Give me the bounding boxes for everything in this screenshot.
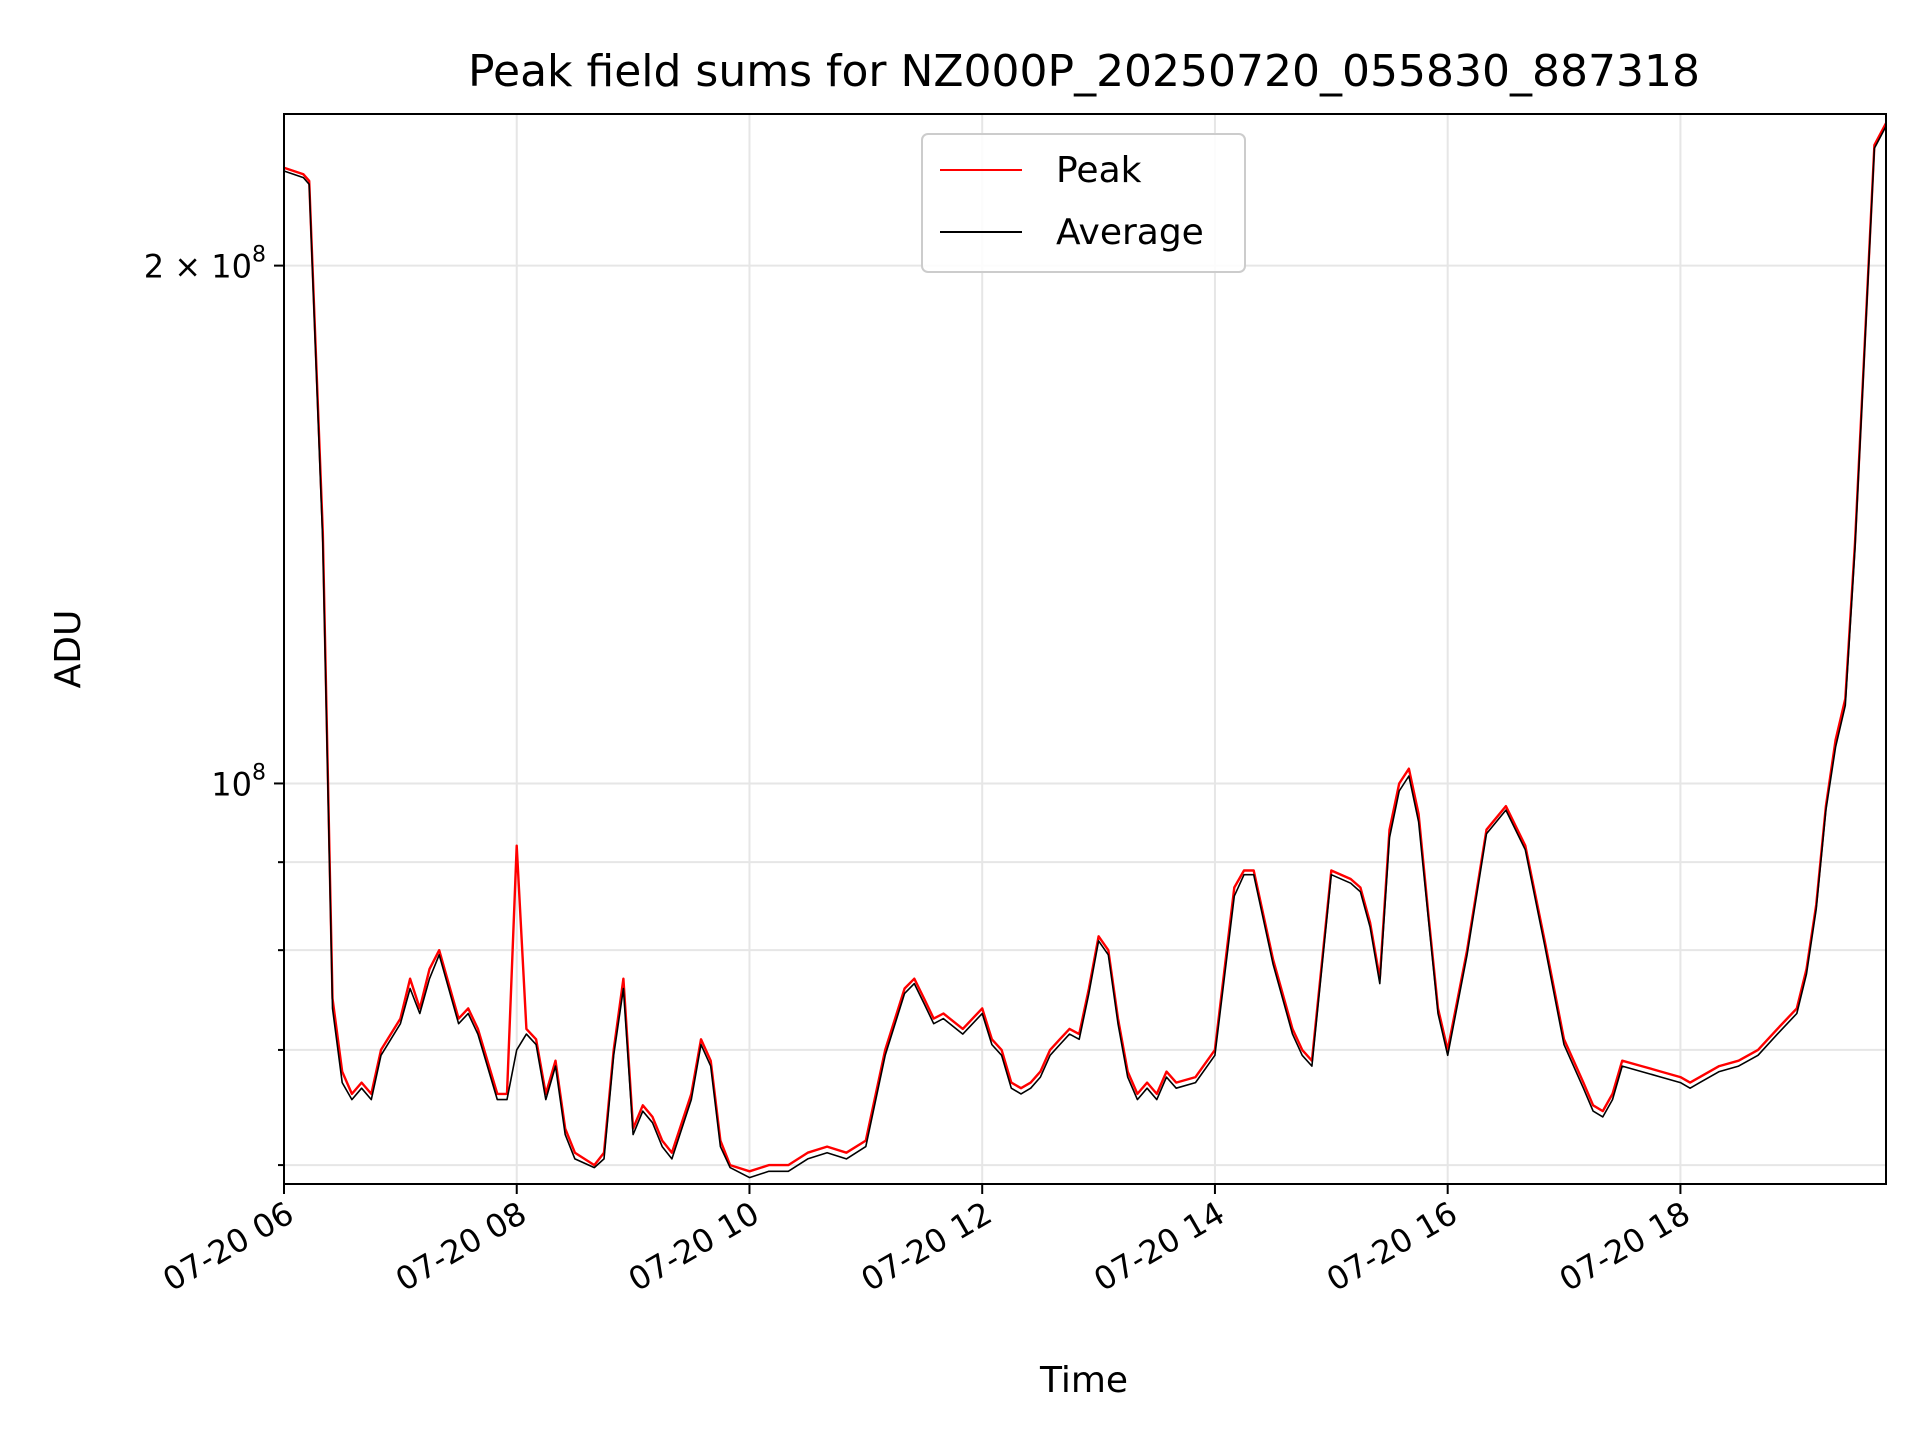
y-tick-label-exponent: 8 [252,760,266,785]
series-line-peak [283,122,1888,1173]
series-layer [283,122,1888,1179]
y-axis-label: ADU [48,610,89,689]
legend-box [921,133,1246,273]
x-axis-label: Time [1039,1360,1128,1401]
y-tick-label-base: 10 [211,765,252,803]
grid-lines [283,114,1886,1184]
plot-frame [283,113,1887,1185]
legend-label-average: Average [1056,212,1204,253]
y-tick-label: 2 × 108 [144,243,266,286]
y-tick-label-exponent: 8 [252,243,266,268]
legend-label-peak: Peak [1056,150,1142,191]
y-tick-label: 108 [211,760,266,803]
series-line-average [283,125,1887,1179]
y-tick-label-base: 2 × 10 [144,248,252,286]
legend: Peak Average [921,133,1246,273]
chart-title: Peak field sums for NZ000P_20250720_0558… [468,46,1700,97]
